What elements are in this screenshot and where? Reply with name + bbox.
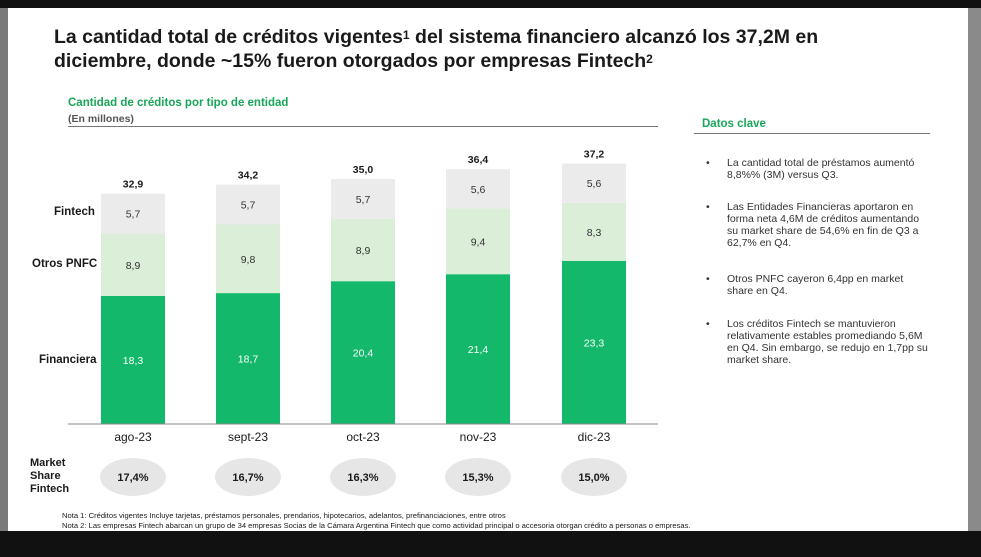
data-label: 8,9 [126,260,141,272]
chart-title: Cantidad de créditos por tipo de entidad [68,97,289,109]
bullet-dot: • [706,273,710,285]
total-label: 34,2 [238,170,259,182]
bar-segment-fintech [562,163,626,203]
data-label: 23,3 [584,337,605,349]
market-share-value: 16,7% [232,472,263,484]
bar-segment-otros-pnfc [101,233,165,296]
footnotes: Nota 1: Créditos vigentes Incluye tarjet… [62,511,691,531]
bottom-bar [0,531,981,557]
market-share-pill [561,458,627,496]
data-label: 8,9 [356,245,371,257]
bullet-dot: • [706,201,710,213]
footnote-1: Nota 1: Créditos vigentes Incluye tarjet… [62,511,506,520]
market-share-value: 15,3% [462,472,493,484]
bar-segment-fintech [101,193,165,234]
market-share-pill [445,458,511,496]
title-line-2: diciembre, donde ~15% fueron otorgados p… [54,50,647,72]
market-share-value: 17,4% [117,472,148,484]
key-data-heading: Datos clave [702,118,766,130]
title-line-1: La cantidad total de créditos vigentes [54,26,403,48]
bar-segment-financiera [331,281,395,424]
bar-segment-otros-pnfc [216,224,280,294]
market-share-pill [215,458,281,496]
bar-segment-financiera [216,293,280,424]
bar-segment-financiera [562,260,626,424]
title-footnote-1: 1 [402,28,410,42]
data-label: 5,6 [587,178,602,190]
footnote-2: Nota 2: Las empresas Fintech abarcan un … [62,521,691,530]
title-line-1-end: del sistema financiero alcanzó los 37,2M… [409,26,819,48]
market-share-label-line-2: Share [30,470,61,482]
bar-segment-fintech [331,179,395,219]
data-label: 5,7 [356,194,371,206]
x-tick-label: ago-23 [114,430,152,444]
market-share-label: Market Share Fintech [30,457,69,496]
x-tick-label: sept-23 [228,430,268,444]
bar-segment-financiera [101,295,165,424]
total-label: 35,0 [353,164,374,176]
data-label: 21,4 [468,344,489,356]
chart-subtitle: (En millones) [68,113,134,125]
data-label: 9,8 [241,254,256,266]
right-margin [968,8,981,531]
data-label: 8,3 [587,227,602,239]
bar-segment-fintech [216,184,280,225]
row-label-financiera: Financiera [39,354,97,366]
bar-segment-financiera [446,274,510,424]
bar-segment-otros-pnfc [446,208,510,275]
data-label: 5,7 [126,209,141,221]
key-bullet-text: Los créditos Fintech se mantuvieron rela… [727,318,928,366]
x-tick-label: oct-23 [346,430,380,444]
market-share-pill [330,458,396,496]
x-tick-label: dic-23 [578,430,611,444]
bar-segment-fintech [446,169,510,209]
data-label: 18,7 [238,354,259,366]
bar-segment-otros-pnfc [331,218,395,282]
key-bullet-text: Las Entidades Financieras aportaron en f… [727,201,920,249]
market-share-pill [100,458,166,496]
row-label-fintech: Fintech [54,206,95,218]
bullet-dot: • [706,318,710,330]
bar-segment-otros-pnfc [562,202,626,261]
key-data-divider [694,133,930,134]
market-share-value: 15,0% [578,472,609,484]
row-label-otros-pnfc: Otros PNFC [32,258,98,270]
x-tick-label: nov-23 [460,430,497,444]
data-label: 5,6 [471,184,486,196]
data-label: 20,4 [353,348,374,360]
data-label: 18,3 [123,355,144,367]
data-label: 5,7 [241,200,256,212]
market-share-value: 16,3% [347,472,378,484]
total-label: 32,9 [123,179,144,191]
total-label: 37,2 [584,149,605,161]
bullet-dot: • [706,157,710,169]
key-bullet-text: La cantidad total de préstamos aumentó 8… [727,157,915,181]
page-title: La cantidad total de créditos vigentes1 … [54,25,874,73]
chart-title-divider [68,126,658,127]
key-bullet-text: Otros PNFC cayeron 6,4pp en market share… [727,273,904,297]
data-label: 9,4 [471,236,486,248]
total-label: 36,4 [468,154,489,166]
top-bar [0,0,981,8]
title-footnote-2: 2 [646,52,653,66]
market-share-label-line-3: Fintech [30,483,70,495]
market-share-label-line-1: Market [30,457,66,469]
